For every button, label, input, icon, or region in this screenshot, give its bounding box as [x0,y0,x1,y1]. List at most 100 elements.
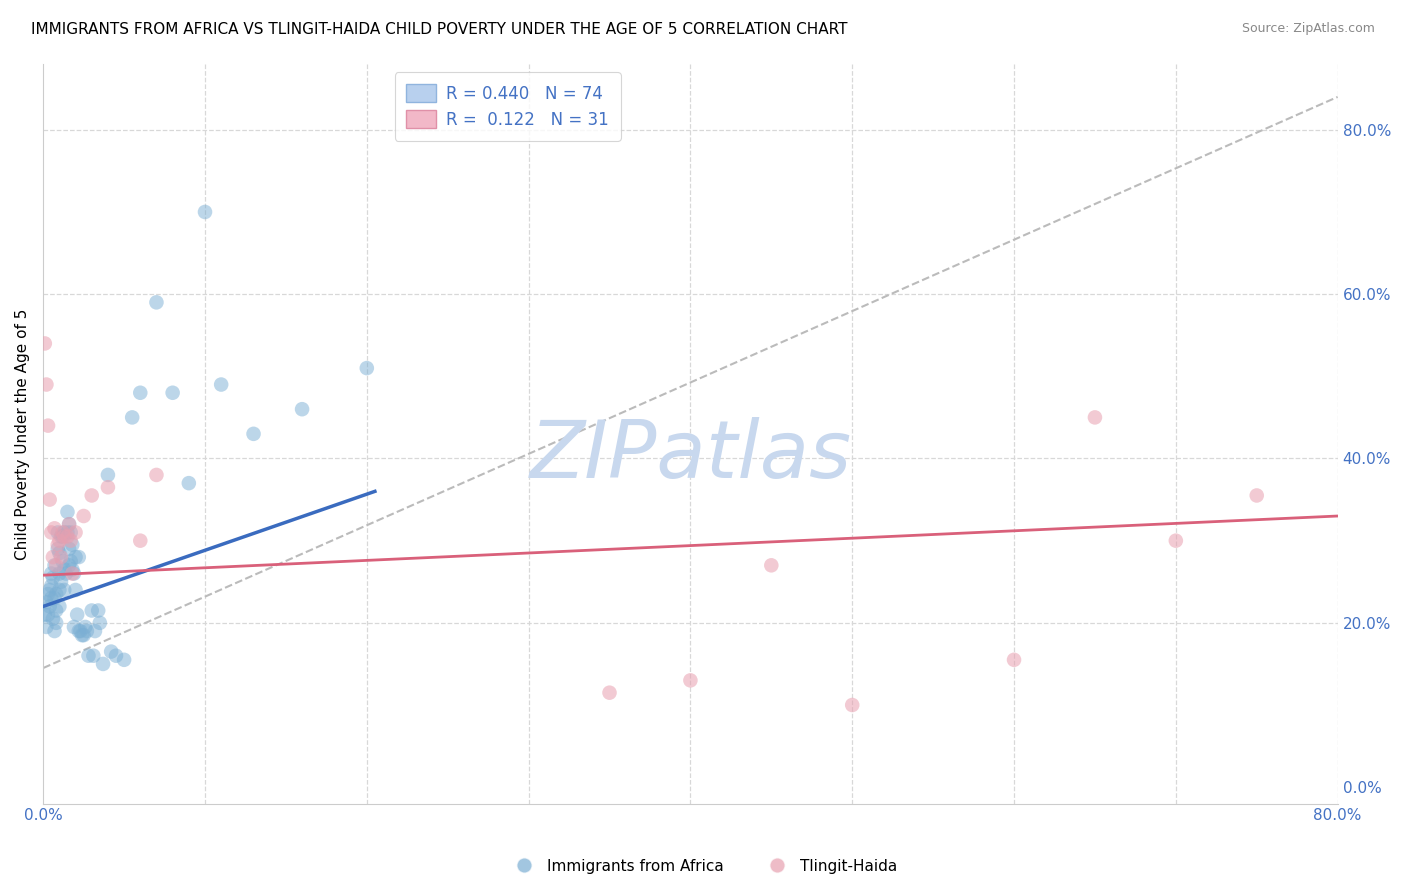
Point [56,505,79,519]
Point [75,620,97,634]
Text: ZIPatlas: ZIPatlas [529,417,852,495]
Y-axis label: Child Poverty Under the Age of 5: Child Poverty Under the Age of 5 [15,308,30,559]
Point [58,558,80,573]
Point [55,566,77,581]
Point [52,554,75,568]
Point [42,612,65,626]
Point [46,525,69,540]
Point [129,385,152,400]
Point [42,550,65,565]
Point [162,385,184,400]
Point [1164,533,1187,548]
Point [49,574,72,589]
Point [39,566,62,581]
Point [177,476,200,491]
Point [49,530,72,544]
Point [242,426,264,441]
Point [82,648,104,663]
Point [65,550,87,565]
Point [38,492,60,507]
Point [37,587,59,601]
Point [42,571,65,585]
Point [37,607,59,622]
Point [44,624,66,638]
Point [63,566,86,581]
Point [194,205,217,219]
Point [58,517,80,532]
Point [97,480,120,494]
Point [45,587,67,601]
Point [35,595,58,609]
Point [112,653,135,667]
Point [60,538,83,552]
Point [49,550,72,565]
Point [59,533,82,548]
Point [37,418,59,433]
Point [53,525,76,540]
Point [39,525,62,540]
Text: Source: ZipAtlas.com: Source: ZipAtlas.com [1241,22,1375,36]
Point [48,546,70,560]
Point [209,377,232,392]
Point [129,533,152,548]
Point [39,591,62,606]
Legend: R = 0.440   N = 74, R =  0.122   N = 31: R = 0.440 N = 74, R = 0.122 N = 31 [395,72,620,141]
Point [91,657,114,671]
Point [65,582,87,597]
Point [60,566,83,581]
Point [761,558,783,573]
Point [45,558,67,573]
Point [89,615,111,630]
Point [87,603,110,617]
Point [100,644,122,658]
Point [72,508,94,523]
Point [1246,488,1268,502]
Point [52,525,75,540]
Point [72,628,94,642]
Point [80,603,103,617]
Point [76,624,98,638]
Point [45,615,67,630]
Point [44,591,66,606]
Point [48,566,70,581]
Point [105,648,128,663]
Point [67,550,90,565]
Point [34,336,56,351]
Point [48,533,70,548]
Point [56,530,79,544]
Point [1002,653,1025,667]
Point [56,525,79,540]
Point [48,599,70,614]
Point [84,624,107,638]
Point [58,517,80,532]
Legend: Immigrants from Africa, Tlingit-Haida: Immigrants from Africa, Tlingit-Haida [502,853,904,880]
Point [121,410,143,425]
Point [145,295,167,310]
Point [145,467,167,482]
Point [45,603,67,617]
Point [80,488,103,502]
Point [1084,410,1107,425]
Point [841,698,863,712]
Point [52,530,75,544]
Point [599,686,621,700]
Point [46,538,69,552]
Point [291,402,314,417]
Point [67,624,90,638]
Text: IMMIGRANTS FROM AFRICA VS TLINGIT-HAIDA CHILD POVERTY UNDER THE AGE OF 5 CORRELA: IMMIGRANTS FROM AFRICA VS TLINGIT-HAIDA … [31,22,848,37]
Point [35,377,58,392]
Point [53,562,76,576]
Point [58,541,80,556]
Point [679,673,702,688]
Point [356,361,378,376]
Point [53,582,76,597]
Point [46,541,69,556]
Point [53,530,76,544]
Point [59,525,82,540]
Point [44,558,66,573]
Point [38,582,60,597]
Point [66,607,89,622]
Point [39,579,62,593]
Point [63,620,86,634]
Point [65,525,87,540]
